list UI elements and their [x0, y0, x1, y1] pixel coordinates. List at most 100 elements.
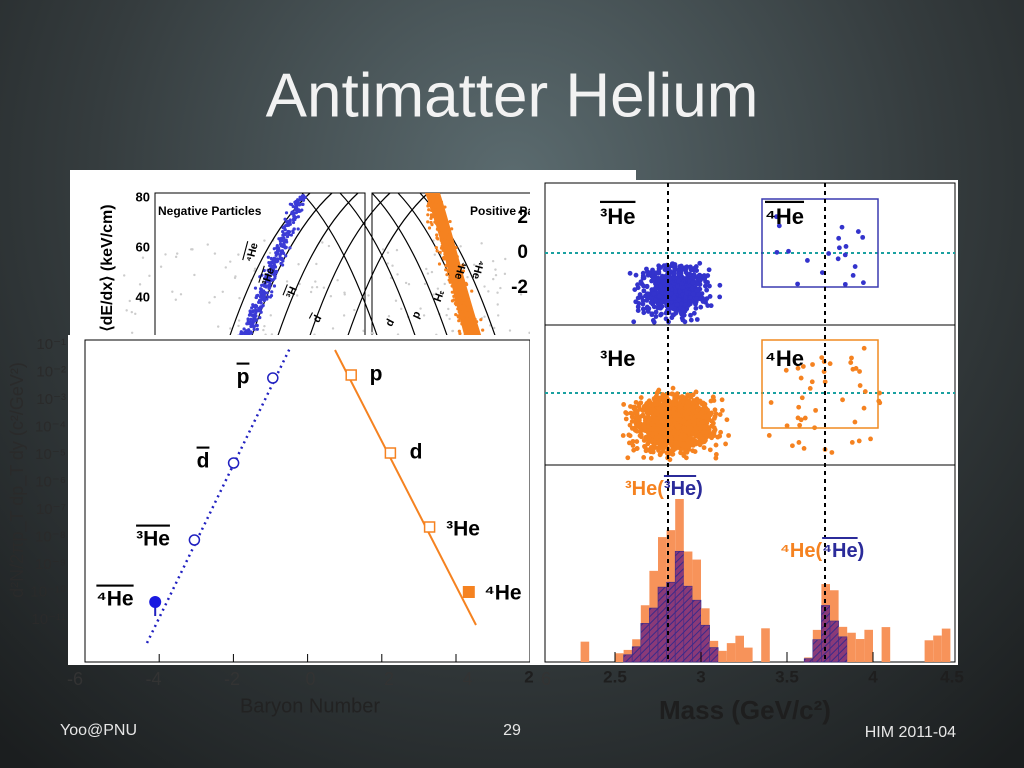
orange-point — [456, 261, 461, 266]
orange-point — [659, 443, 664, 449]
orange-point — [674, 416, 680, 422]
orange-point — [457, 329, 461, 333]
orange-point — [713, 442, 719, 448]
blue-point — [694, 281, 700, 287]
blue-point — [693, 264, 699, 269]
hist-bar — [881, 627, 891, 662]
orange-point — [648, 455, 654, 461]
orange-point — [459, 301, 463, 305]
orange-point — [650, 407, 656, 412]
orange-point — [447, 278, 451, 282]
blue-point — [271, 265, 276, 269]
orange-point — [439, 238, 443, 242]
orange-point — [454, 245, 458, 250]
blue-point — [249, 324, 253, 329]
orange-point — [650, 444, 656, 450]
blue-point — [282, 251, 286, 256]
blue-point — [776, 223, 782, 229]
blue-point — [281, 239, 285, 243]
background-dot — [217, 325, 220, 328]
curve-label: ⁴He — [469, 258, 486, 280]
blue-point — [707, 283, 712, 289]
orange-point — [427, 226, 432, 230]
blue-point — [301, 202, 305, 206]
orange-point — [651, 401, 657, 407]
orange-point — [431, 215, 435, 219]
orange-point — [467, 317, 471, 321]
blue-point — [644, 266, 649, 272]
background-dot — [494, 268, 497, 271]
blue-point — [687, 271, 693, 277]
orange-point — [466, 332, 471, 336]
orange-point — [679, 408, 685, 414]
orange-point — [795, 365, 801, 371]
blue-point — [284, 254, 288, 258]
background-dot — [208, 301, 211, 304]
blue-point — [283, 217, 287, 221]
orange-point — [455, 255, 459, 259]
orange-point — [829, 450, 835, 455]
hist-bar — [709, 647, 719, 663]
orange-point — [657, 451, 663, 457]
background-dot — [451, 329, 455, 333]
blue-point — [648, 300, 654, 305]
background-dot — [381, 248, 385, 251]
blue-point — [641, 283, 646, 289]
orange-point — [796, 404, 802, 410]
orange-point — [450, 239, 454, 243]
blue-point — [682, 294, 688, 300]
orange-point — [454, 303, 458, 307]
hist-bar — [838, 636, 848, 663]
hist-bar — [580, 641, 590, 662]
orange-point — [464, 329, 468, 333]
blue-point — [272, 247, 276, 251]
blue-point — [285, 234, 290, 239]
y-tick-label: 10⁻⁴ — [35, 418, 66, 435]
background-dot — [478, 263, 481, 267]
blue-point — [239, 331, 243, 335]
blue-point — [627, 270, 633, 276]
orange-point — [690, 448, 696, 454]
footer-left: Yoo@PNU — [60, 722, 137, 739]
panel-label: ⁴He — [765, 346, 804, 371]
orange-point — [630, 438, 636, 444]
blue-point — [258, 295, 263, 299]
blue-point — [244, 332, 249, 336]
background-dot — [494, 273, 498, 277]
blue-point — [653, 314, 659, 319]
point-label: p — [237, 366, 250, 389]
blue-point — [669, 315, 675, 321]
blue-point — [254, 311, 258, 315]
hist-bar — [649, 607, 659, 663]
blue-point — [632, 287, 638, 293]
orange-point — [625, 455, 631, 461]
orange-point — [768, 400, 774, 405]
orange-point — [650, 431, 656, 437]
orange-point — [435, 233, 439, 237]
orange-point — [628, 404, 633, 409]
orange-point — [659, 410, 665, 416]
blue-point — [850, 272, 856, 278]
orange-point — [438, 250, 442, 254]
orange-point — [670, 451, 676, 457]
orange-point — [461, 263, 465, 267]
background-dot — [331, 327, 335, 330]
y-tick-label: 10⁻¹ — [36, 336, 66, 353]
background-dot — [443, 282, 446, 286]
orange-point — [437, 223, 441, 228]
label-part: ³He — [664, 478, 696, 500]
orange-point — [461, 287, 465, 291]
background-dot — [213, 295, 216, 299]
orange-point — [453, 285, 457, 289]
blue-point — [774, 214, 779, 220]
blue-point — [259, 310, 263, 314]
blue-point — [717, 294, 723, 300]
background-dot — [327, 244, 331, 248]
label-part: ( — [815, 540, 822, 562]
orange-point — [849, 439, 855, 445]
label-part: ⁴He — [822, 540, 857, 562]
orange-point — [470, 323, 475, 327]
blue-point — [647, 295, 653, 301]
hist-bar — [855, 639, 865, 662]
blue-point — [717, 282, 723, 288]
